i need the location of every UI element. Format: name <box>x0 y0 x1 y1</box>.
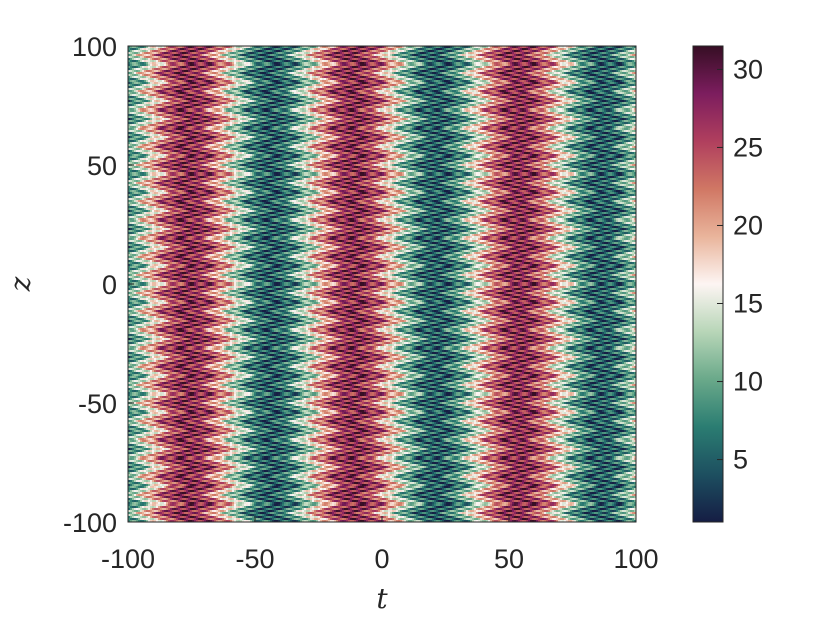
heatmap-field <box>128 46 636 522</box>
